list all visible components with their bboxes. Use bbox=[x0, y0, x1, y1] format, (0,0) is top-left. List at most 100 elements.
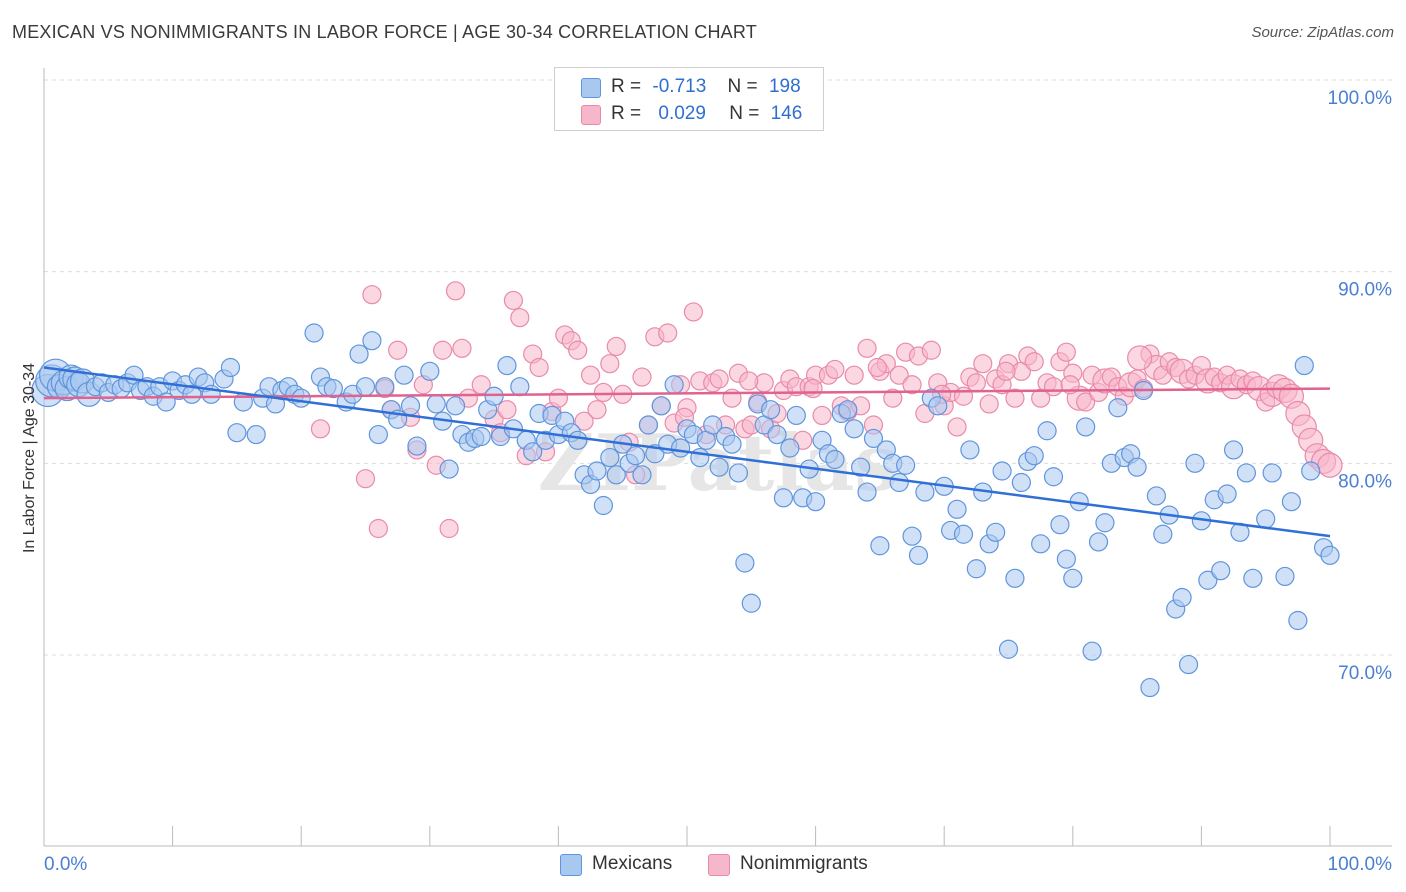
data-point-mexicans bbox=[1294, 355, 1314, 376]
data-point-mexicans bbox=[420, 361, 440, 381]
bottom-legend-swatch-nonimmigrants bbox=[708, 854, 730, 876]
data-point-nonimmigrants bbox=[973, 354, 993, 374]
data-point-mexicans bbox=[471, 426, 491, 447]
data-point-nonimmigrants bbox=[739, 371, 759, 391]
data-point-nonimmigrants bbox=[388, 340, 408, 360]
data-point-mexicans bbox=[1198, 570, 1218, 590]
legend-r-value-nonimmigrants: 0.029 bbox=[658, 103, 706, 124]
legend-swatch-nonimmigrants bbox=[581, 105, 601, 125]
data-point-nonimmigrants bbox=[658, 323, 678, 343]
data-point-nonimmigrants bbox=[452, 338, 472, 358]
data-point-nonimmigrants bbox=[1127, 345, 1153, 371]
data-point-mexicans bbox=[400, 396, 421, 416]
data-point-nonimmigrants bbox=[445, 281, 466, 301]
data-point-nonimmigrants bbox=[574, 411, 594, 431]
data-point-mexicans bbox=[915, 482, 935, 502]
data-point-nonimmigrants bbox=[632, 367, 652, 387]
data-point-nonimmigrants bbox=[947, 417, 967, 437]
data-point-mexicans bbox=[394, 365, 414, 385]
data-point-mexicans bbox=[760, 400, 781, 420]
data-point-nonimmigrants bbox=[497, 400, 517, 420]
data-point-mexicans bbox=[1127, 457, 1147, 477]
data-point-mexicans bbox=[651, 396, 671, 416]
data-point-mexicans bbox=[1256, 509, 1276, 529]
data-point-mexicans bbox=[870, 536, 890, 556]
data-point-mexicans bbox=[1095, 513, 1115, 533]
data-point-mexicans bbox=[1050, 515, 1070, 535]
data-point-nonimmigrants bbox=[902, 375, 922, 395]
data-point-nonimmigrants bbox=[1043, 377, 1064, 397]
legend-n-value-mexicans: 198 bbox=[768, 76, 801, 97]
data-point-mexicans bbox=[568, 430, 588, 450]
x-tick-label: 0.0% bbox=[44, 854, 87, 875]
data-point-nonimmigrants bbox=[883, 388, 903, 408]
data-point-mexicans bbox=[362, 331, 382, 351]
y-tick-label: 90.0% bbox=[1338, 280, 1392, 301]
data-point-nonimmigrants bbox=[439, 518, 459, 539]
data-point-mexicans bbox=[1005, 568, 1025, 588]
data-point-mexicans bbox=[1031, 534, 1051, 554]
data-point-mexicans bbox=[953, 524, 974, 544]
data-point-mexicans bbox=[1211, 561, 1231, 581]
data-point-mexicans bbox=[664, 375, 684, 395]
bottom-legend-label-nonimmigrants: Nonimmigrants bbox=[740, 853, 868, 874]
data-point-nonimmigrants bbox=[587, 400, 607, 420]
data-point-mexicans bbox=[902, 526, 922, 546]
data-point-mexicans bbox=[227, 423, 247, 443]
data-point-mexicans bbox=[1056, 549, 1076, 569]
data-point-mexicans bbox=[1011, 472, 1031, 493]
data-point-nonimmigrants bbox=[921, 340, 941, 360]
data-point-mexicans bbox=[1108, 398, 1128, 418]
data-point-nonimmigrants bbox=[568, 340, 588, 360]
data-point-mexicans bbox=[1146, 486, 1166, 506]
data-point-mexicans bbox=[1043, 467, 1064, 487]
data-point-nonimmigrants bbox=[1056, 342, 1076, 362]
data-point-nonimmigrants bbox=[844, 365, 864, 385]
data-point-mexicans bbox=[992, 461, 1012, 481]
data-point-mexicans bbox=[1185, 453, 1205, 473]
data-point-nonimmigrants bbox=[1317, 452, 1343, 478]
data-point-mexicans bbox=[889, 472, 909, 493]
data-point-mexicans bbox=[1243, 568, 1263, 588]
data-point-mexicans bbox=[304, 323, 324, 343]
data-point-mexicans bbox=[786, 405, 806, 426]
data-point-mexicans bbox=[670, 438, 691, 458]
data-point-mexicans bbox=[375, 377, 395, 397]
data-point-nonimmigrants bbox=[966, 373, 986, 393]
data-point-mexicans bbox=[1281, 492, 1302, 512]
data-point-mexicans bbox=[587, 461, 607, 481]
data-point-mexicans bbox=[690, 447, 710, 468]
data-point-mexicans bbox=[497, 355, 517, 376]
y-tick-label: 80.0% bbox=[1338, 471, 1392, 492]
bottom-legend-swatch-mexicans bbox=[560, 854, 582, 876]
data-point-nonimmigrants bbox=[580, 365, 601, 385]
data-point-nonimmigrants bbox=[529, 357, 549, 378]
chart-title: MEXICAN VS NONIMMIGRANTS IN LABOR FORCE … bbox=[12, 22, 757, 42]
data-point-mexicans bbox=[1178, 654, 1199, 675]
correlation-legend: R = -0.713 N = 198 R = 0.029 N = 146 bbox=[554, 67, 824, 131]
data-point-mexicans bbox=[735, 553, 755, 573]
data-point-mexicans bbox=[593, 495, 614, 516]
data-point-mexicans bbox=[1140, 677, 1160, 698]
bottom-legend-label-mexicans: Mexicans bbox=[592, 853, 673, 874]
data-point-nonimmigrants bbox=[362, 285, 382, 305]
data-point-mexicans bbox=[1288, 610, 1308, 631]
legend-r-value-mexicans: -0.713 bbox=[652, 76, 707, 97]
data-point-nonimmigrants bbox=[1005, 388, 1025, 408]
data-point-mexicans bbox=[966, 559, 986, 579]
legend-n-label: N = bbox=[729, 103, 760, 124]
data-point-nonimmigrants bbox=[979, 394, 999, 414]
trend-line-mexicans bbox=[43, 366, 1331, 538]
data-point-mexicans bbox=[323, 378, 343, 399]
legend-r-label: R = bbox=[611, 103, 642, 124]
data-point-mexicans bbox=[767, 424, 787, 445]
data-point-nonimmigrants bbox=[510, 308, 530, 328]
data-point-mexicans bbox=[1262, 463, 1282, 483]
data-point-mexicans bbox=[291, 388, 311, 408]
data-point-mexicans bbox=[844, 419, 864, 439]
data-point-mexicans bbox=[722, 434, 742, 454]
data-point-mexicans bbox=[600, 447, 620, 468]
data-point-nonimmigrants bbox=[683, 302, 704, 322]
chart-source: Source: ZipAtlas.com bbox=[1251, 24, 1394, 41]
data-point-mexicans bbox=[445, 396, 466, 416]
